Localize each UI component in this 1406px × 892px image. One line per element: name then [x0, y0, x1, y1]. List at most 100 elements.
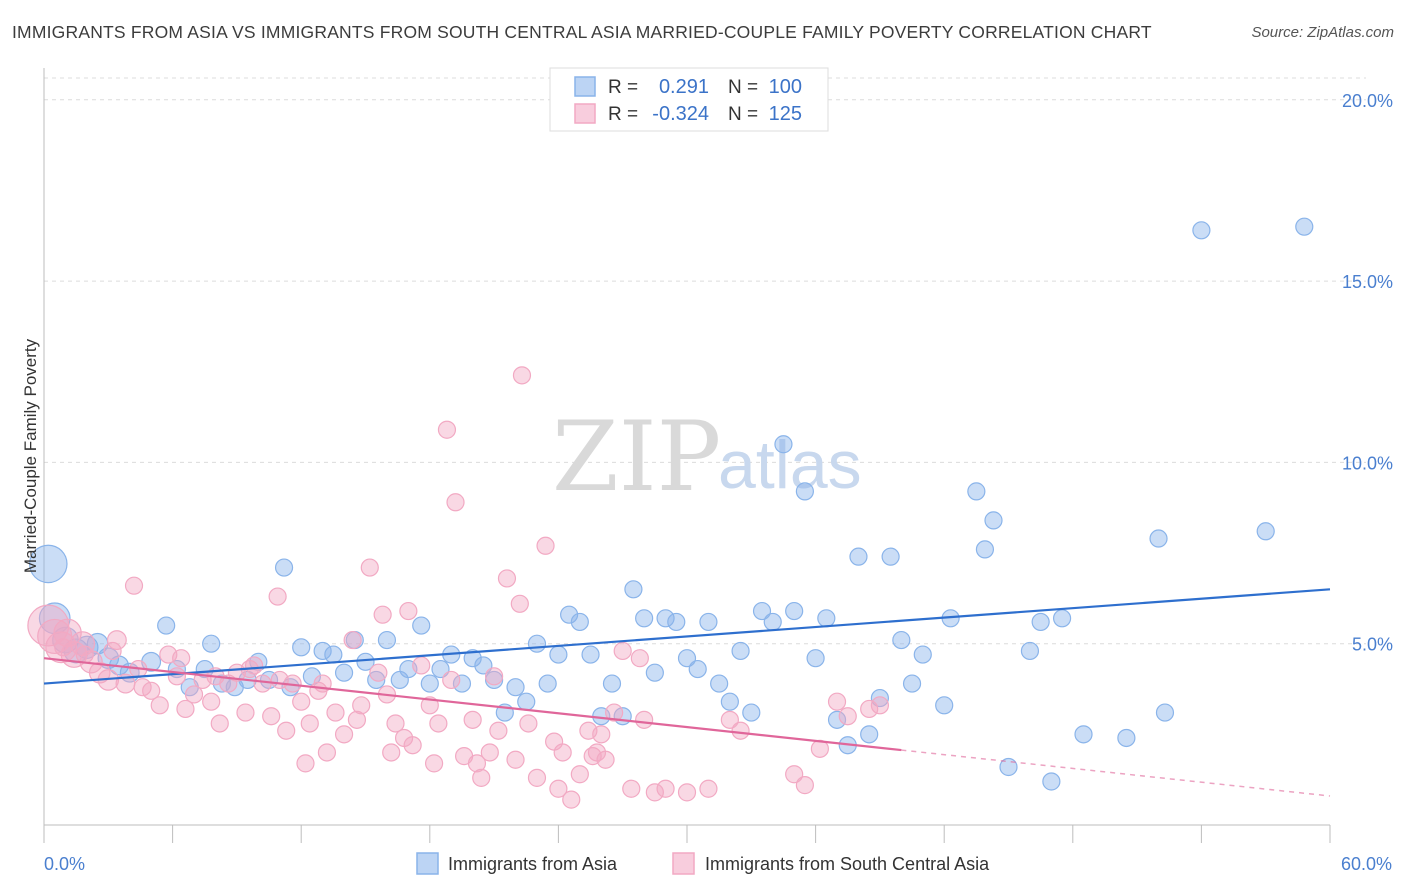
legend-n-value-sca: 125	[769, 103, 802, 125]
sca-point-81	[860, 699, 879, 719]
sca-point-79	[827, 692, 847, 711]
sca-point-80	[838, 707, 857, 726]
sca-point-26	[253, 674, 272, 693]
asia-point-63	[731, 641, 750, 661]
asia-point-42	[506, 678, 525, 697]
legend-r-label-sca: R =	[608, 104, 638, 125]
asia-point-48	[570, 612, 589, 632]
sca-point-51	[463, 710, 482, 729]
y-tick-label-3: 20.0%	[1342, 91, 1393, 111]
sca-point-73	[656, 779, 675, 798]
y-tick-labels: 5.0% 10.0% 15.0% 20.0%	[1342, 91, 1393, 655]
sca-point-85	[103, 641, 122, 661]
asia-point-13	[195, 659, 214, 679]
sca-point-59	[527, 768, 547, 787]
sca-point-40	[369, 663, 388, 682]
trend-lines	[43, 588, 1331, 797]
sca-point-34	[317, 743, 337, 762]
sca-point-24	[236, 703, 255, 722]
sca-point-20	[202, 692, 221, 711]
sca-point-44	[403, 736, 422, 755]
sca-point-93	[373, 605, 392, 624]
asia-point-84	[975, 540, 995, 559]
asia-point-35	[431, 659, 450, 679]
series-legend: Immigrants from Asia Immigrants from Sou…	[416, 852, 990, 875]
sca-point-13	[142, 681, 161, 700]
asia-point-60	[699, 612, 718, 632]
sca-point-2	[45, 631, 78, 664]
sca-point-53	[480, 743, 499, 762]
sca-point-17	[176, 699, 195, 719]
asia-point-34	[420, 674, 439, 693]
sca-point-45	[412, 656, 431, 675]
asia-point-91	[1074, 725, 1093, 744]
asia-point-45	[538, 674, 557, 693]
sca-point-38	[352, 696, 371, 715]
chart-source: Source: ZipAtlas.com	[1251, 24, 1394, 41]
asia-point-59	[688, 659, 707, 679]
sca-point-62	[553, 743, 572, 762]
asia-point-33	[412, 616, 431, 635]
x-tick-label-max: 60.0%	[1341, 854, 1392, 874]
asia-point-76	[870, 688, 890, 708]
asia-point-93	[1149, 529, 1168, 548]
asia-point-78	[892, 630, 911, 650]
sca-point-27	[262, 707, 281, 726]
asia-point-24	[313, 641, 332, 661]
asia-point-0	[28, 544, 68, 584]
legend-r-value-asia: 0.291	[659, 76, 709, 98]
asia-point-10	[157, 616, 176, 635]
sca-point-14	[150, 696, 169, 715]
asia-point-75	[860, 725, 879, 744]
legend-swatch-sca	[574, 103, 596, 124]
sca-point-77	[785, 765, 804, 784]
legend-swatch-asia	[574, 76, 596, 97]
sca-point-98	[592, 725, 611, 744]
asia-point-68	[785, 601, 804, 621]
sca-point-95	[442, 670, 461, 690]
sca-point-102	[296, 754, 315, 773]
asia-point-46	[549, 645, 568, 664]
sca-point-9	[106, 630, 127, 651]
asia-point-57	[667, 612, 686, 632]
watermark-atlas: atlas	[718, 427, 862, 503]
asia-point-94	[1155, 703, 1175, 722]
bottom-legend-swatch-sca	[672, 852, 695, 875]
asia-point-25	[324, 645, 343, 664]
asia-point-54	[635, 609, 654, 628]
asia-point-29	[367, 670, 386, 690]
sca-point-31	[292, 692, 311, 711]
asia-point-92	[1117, 728, 1136, 748]
sca-point-104	[424, 754, 444, 773]
sca-point-42	[386, 714, 405, 733]
sca-point-52	[472, 768, 491, 787]
sca-point-28	[268, 587, 287, 606]
sca-point-68	[605, 703, 624, 722]
asia-point-49	[581, 645, 600, 664]
asia-point-89	[1042, 772, 1061, 791]
sca-point-11	[124, 576, 144, 595]
asia-point-97	[1295, 217, 1314, 236]
asia-point-44	[527, 634, 547, 653]
sca-point-29	[277, 721, 296, 740]
y-tick-label-1: 10.0%	[1342, 453, 1393, 473]
asia-point-85	[984, 511, 1003, 530]
series-asia-points	[28, 217, 1314, 791]
sca-point-60	[536, 536, 555, 555]
asia-point-55	[645, 663, 664, 682]
sca-point-74	[677, 783, 697, 802]
y-tick-label-2: 15.0%	[1342, 272, 1393, 292]
sca-point-97	[510, 594, 529, 613]
sca-point-47	[429, 714, 448, 733]
sca-point-48	[437, 420, 457, 439]
asia-point-26	[334, 663, 354, 682]
asia-point-70	[806, 649, 825, 668]
asia-point-69	[795, 482, 814, 501]
sca-trend-line	[43, 657, 902, 752]
asia-point-88	[1031, 612, 1050, 632]
asia-point-51	[602, 674, 622, 693]
asia-point-47	[560, 605, 579, 624]
sca-point-90	[270, 670, 289, 690]
asia-point-67	[774, 435, 793, 454]
